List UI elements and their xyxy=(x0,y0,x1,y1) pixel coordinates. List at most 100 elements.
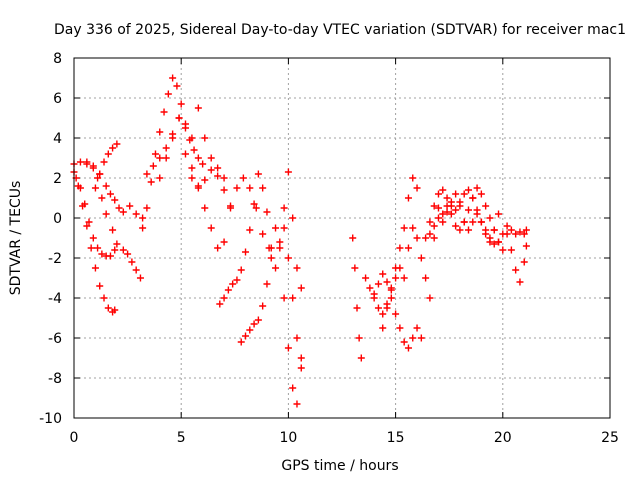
data-point xyxy=(520,230,528,238)
data-point xyxy=(464,186,472,194)
data-point xyxy=(181,150,189,158)
data-point xyxy=(482,202,490,210)
data-point xyxy=(109,144,117,152)
data-point xyxy=(220,238,228,246)
y-tick-label: -4 xyxy=(48,291,62,307)
data-point xyxy=(507,246,515,254)
data-point xyxy=(477,218,485,226)
data-point xyxy=(259,184,267,192)
y-tick-label: -2 xyxy=(48,251,62,267)
data-point xyxy=(426,230,434,238)
data-point xyxy=(404,344,412,352)
data-point xyxy=(104,150,112,158)
data-point xyxy=(434,190,442,198)
data-point xyxy=(374,280,382,288)
data-point xyxy=(246,184,254,192)
data-point xyxy=(76,184,84,192)
data-point xyxy=(106,252,114,260)
data-point xyxy=(284,168,292,176)
data-point xyxy=(254,170,262,178)
data-point xyxy=(201,134,209,142)
data-point xyxy=(113,240,121,248)
data-point xyxy=(259,230,267,238)
data-point xyxy=(422,234,430,242)
data-point xyxy=(109,226,117,234)
y-tick-label: -8 xyxy=(48,371,62,387)
data-point xyxy=(250,200,258,208)
data-point xyxy=(280,204,288,212)
data-point xyxy=(486,214,494,222)
data-point xyxy=(207,224,215,232)
data-point xyxy=(464,206,472,214)
data-point xyxy=(387,284,395,292)
data-point xyxy=(104,304,112,312)
data-point xyxy=(439,210,447,218)
data-point xyxy=(173,82,181,90)
data-point xyxy=(460,218,468,226)
data-point xyxy=(149,162,157,170)
data-point xyxy=(259,302,267,310)
data-point xyxy=(443,208,451,216)
data-point xyxy=(503,222,511,230)
data-point xyxy=(355,334,363,342)
data-point xyxy=(89,162,97,170)
data-point xyxy=(220,186,228,194)
y-tick-label: 2 xyxy=(53,171,62,187)
data-point xyxy=(83,222,91,230)
y-tick-label: -6 xyxy=(48,331,62,347)
data-point xyxy=(499,246,507,254)
data-point xyxy=(392,264,400,272)
data-point xyxy=(439,218,447,226)
data-point xyxy=(220,174,228,182)
data-point xyxy=(284,254,292,262)
data-point xyxy=(276,244,284,252)
data-point xyxy=(188,174,196,182)
data-point xyxy=(447,210,455,218)
data-point xyxy=(522,226,530,234)
data-point xyxy=(128,258,136,266)
data-point xyxy=(164,90,172,98)
plot-frame xyxy=(73,57,611,419)
data-point xyxy=(201,204,209,212)
data-point xyxy=(96,282,104,290)
data-point xyxy=(263,280,271,288)
data-point xyxy=(91,264,99,272)
data-point xyxy=(242,332,250,340)
data-point xyxy=(297,284,305,292)
data-point xyxy=(430,234,438,242)
data-point xyxy=(81,200,89,208)
data-point xyxy=(207,154,215,162)
data-point xyxy=(520,258,528,266)
data-point xyxy=(194,184,202,192)
data-point xyxy=(353,304,361,312)
x-tick-label: 25 xyxy=(601,430,619,446)
data-point xyxy=(98,194,106,202)
data-point xyxy=(175,114,183,122)
data-point xyxy=(100,158,108,166)
data-point xyxy=(111,306,119,314)
data-point xyxy=(460,190,468,198)
data-point xyxy=(119,246,127,254)
data-point xyxy=(383,278,391,286)
data-point xyxy=(409,224,417,232)
data-point xyxy=(512,266,520,274)
data-point xyxy=(156,174,164,182)
data-point xyxy=(297,364,305,372)
data-point xyxy=(293,334,301,342)
data-point xyxy=(83,158,91,166)
data-point xyxy=(98,250,106,258)
data-point xyxy=(422,274,430,282)
data-point xyxy=(456,202,464,210)
y-tick-label: 6 xyxy=(53,91,62,107)
data-point xyxy=(452,206,460,214)
data-point xyxy=(293,264,301,272)
data-point xyxy=(169,134,177,142)
data-point xyxy=(106,190,114,198)
data-point xyxy=(113,140,121,148)
y-tick-label: 8 xyxy=(53,51,62,67)
data-point xyxy=(495,238,503,246)
data-point xyxy=(473,210,481,218)
data-point xyxy=(426,218,434,226)
data-point xyxy=(404,244,412,252)
